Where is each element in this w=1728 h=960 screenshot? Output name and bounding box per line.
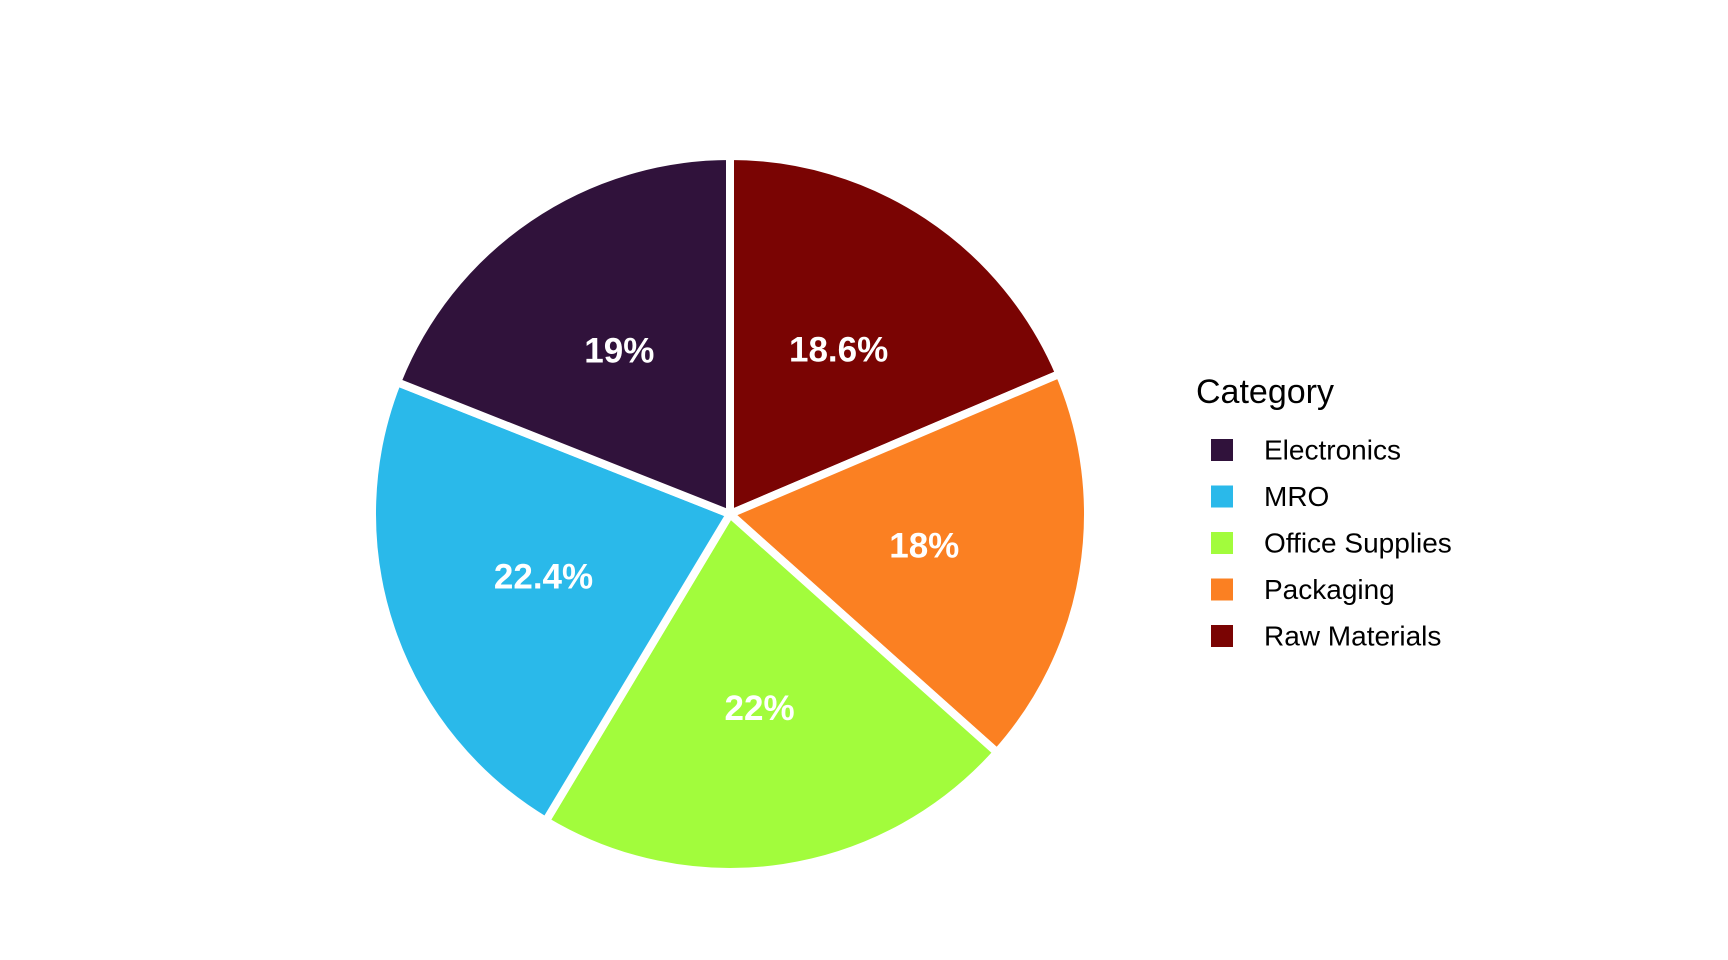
pie-slices <box>368 152 1092 876</box>
slice-label-electronics: 19% <box>584 332 654 371</box>
legend-label-electronics: Electronics <box>1264 435 1401 466</box>
legend-item-electronics: Electronics <box>1211 435 1401 466</box>
legend-label-mro: MRO <box>1264 481 1329 512</box>
legend-swatch-packaging <box>1211 578 1233 601</box>
pie-slice-electronics <box>393 152 734 518</box>
pie-slice-packaging <box>726 369 1092 757</box>
legend-swatch-raw-materials <box>1211 625 1233 647</box>
legend-item-raw-materials: Raw Materials <box>1211 621 1441 652</box>
legend-label-office-supplies: Office Supplies <box>1264 528 1452 559</box>
slice-label-raw-materials: 18.6% <box>789 330 888 369</box>
slice-label-office-supplies: 22% <box>725 689 795 728</box>
legend-label-packaging: Packaging <box>1264 574 1395 605</box>
slice-label-packaging: 18% <box>889 527 959 566</box>
legend: Category Electronics MRO Office Supplies Pa… <box>1196 373 1452 652</box>
legend-label-raw-materials: Raw Materials <box>1264 621 1441 652</box>
legend-item-packaging: Packaging <box>1211 574 1395 605</box>
slice-label-mro: 22.4% <box>494 558 593 597</box>
legend-swatch-mro <box>1211 485 1233 508</box>
pie-slice-mro <box>368 378 734 825</box>
legend-swatch-electronics <box>1211 439 1233 461</box>
legend-items: Electronics MRO Office Supplies Packaging Ra… <box>1211 435 1452 652</box>
pie-slice-office-supplies <box>541 510 1002 876</box>
legend-item-office-supplies: Office Supplies <box>1211 528 1452 559</box>
legend-swatch-office-supplies <box>1211 532 1233 554</box>
pie-slice-labels: 18.6% 18% 22% 22.4% 19% <box>494 330 959 728</box>
pie-slice-raw-materials <box>726 152 1064 518</box>
legend-title: Category <box>1196 373 1334 411</box>
legend-item-mro: MRO <box>1211 481 1329 512</box>
